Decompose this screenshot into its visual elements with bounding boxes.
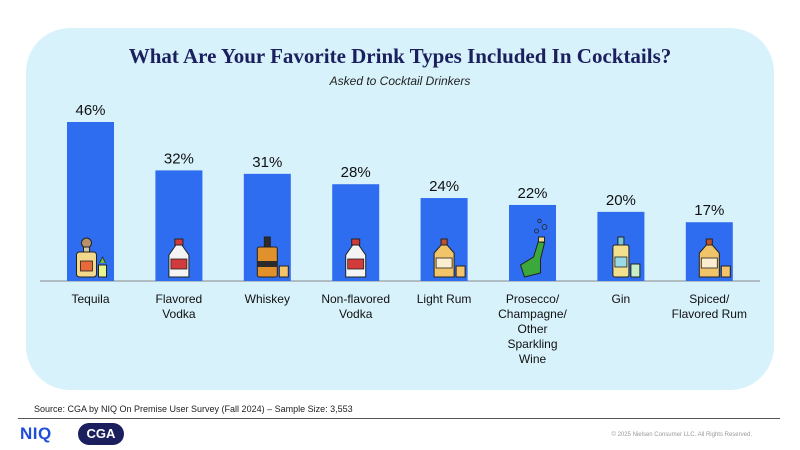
footer-divider [18,418,780,419]
category-label-line: Other [517,322,548,336]
category-label-line: Non-flavored [321,292,391,306]
category-label-line: Light Rum [416,292,472,306]
value-label: 28% [341,164,371,181]
category-label: Tequila [46,292,136,307]
category-label-line: Tequila [71,292,110,306]
vodka-bottle-icon [345,238,367,278]
value-label: 31% [252,154,282,171]
category-label-line: Wine [518,352,547,366]
category-label-line: Champagne/ [498,307,567,321]
value-label: 32% [164,150,194,167]
category-label: Non-flavored Vodka [311,292,401,322]
category-label-line: Flavored [155,292,203,306]
copyright-text: © 2025 Nielsen Consumer LLC. All Rights … [611,432,753,438]
tequila-bottle-icon [76,237,107,278]
category-label-line: Whiskey [244,292,290,306]
category-label-line: Prosecco/ [505,292,560,306]
rum-bottle-icon [433,238,466,278]
value-label: 20% [606,192,636,209]
category-label-line: Vodka [339,307,373,321]
category-label-line: Flavored Rum [671,307,747,321]
gin-bottle-icon [612,236,641,278]
source-note: Source: CGA by NIQ On Premise User Surve… [34,404,353,414]
champagne-bottle-icon [519,218,548,278]
value-label: 24% [429,178,459,195]
category-label: Whiskey [222,292,312,307]
category-label-line: Gin [611,292,631,306]
category-label: Light Rum [399,292,489,307]
rum-bottle-icon [698,238,731,278]
category-label-line: Vodka [162,307,196,321]
niq-logo: NIQ [20,424,52,443]
category-label: Spiced/Flavored Rum [664,292,754,322]
whiskey-bottle-icon [256,236,289,278]
category-label: Prosecco/Champagne/Other Sparkling Wine [488,292,578,367]
chart-title: What Are Your Favorite Drink Types Inclu… [128,44,672,68]
cga-logo: CGA [78,423,124,445]
chart-subtitle: Asked to Cocktail Drinkers [329,74,471,88]
value-label: 46% [75,102,105,119]
category-label: Flavored Vodka [134,292,224,322]
category-label-line: Spiced/ [689,292,730,306]
category-label-line: Sparkling [507,337,558,351]
chart-panel [26,28,774,390]
value-label: 22% [517,185,547,202]
value-label: 17% [694,202,724,219]
vodka-bottle-icon [168,238,190,278]
category-label: Gin [576,292,666,307]
